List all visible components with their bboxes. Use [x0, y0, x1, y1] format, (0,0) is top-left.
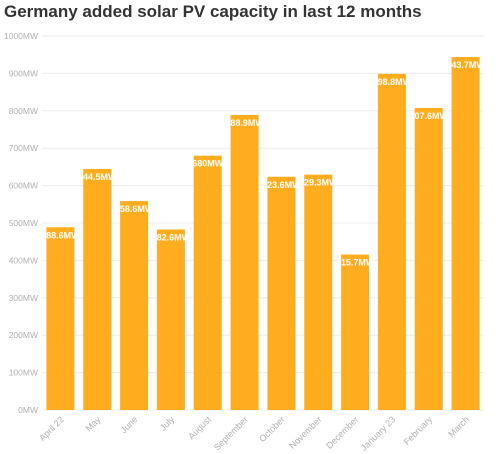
y-axis-ticks: 0MW 100MW 200MW 300MW 400MW 500MW 600MW 700MW 80…	[4, 31, 38, 415]
x-tick-label: May	[84, 414, 103, 433]
bar-value-label: 943.7MW	[446, 60, 485, 70]
bar-value-label: 629.3MW	[299, 178, 338, 188]
x-tick-label: September	[212, 414, 250, 452]
bar	[341, 254, 370, 410]
y-tick-label: 400MW	[9, 255, 38, 265]
bar-value-label: 807.6MW	[409, 111, 448, 121]
bar	[304, 174, 333, 410]
y-tick-label: 500MW	[9, 218, 38, 228]
y-tick-label: 800MW	[9, 106, 38, 116]
x-tick-label: February	[402, 414, 435, 447]
y-tick-label: 100MW	[9, 368, 38, 378]
y-tick-label: 700MW	[9, 143, 38, 153]
bar-value-label: 415.7MW	[336, 258, 375, 268]
bar-value-label: 488.6MW	[41, 230, 80, 240]
bar	[193, 155, 222, 410]
bar-value-label: 898.8MW	[373, 77, 412, 87]
bars	[46, 57, 480, 410]
bar	[230, 114, 259, 410]
bar	[83, 168, 112, 410]
bar	[451, 57, 480, 410]
x-tick-label: January 23	[359, 414, 398, 453]
bar	[267, 176, 296, 410]
bar	[46, 227, 75, 410]
y-tick-label: 600MW	[9, 181, 38, 191]
y-tick-label: 300MW	[9, 293, 38, 303]
x-tick-label: July	[158, 414, 177, 433]
data-labels: 488.6MW 644.5MW 558.6MW 482.6MW 680MW 788.9MW…	[41, 60, 485, 267]
bar	[120, 201, 149, 410]
bar-value-label: 558.6MW	[115, 204, 154, 214]
bar	[156, 229, 185, 410]
bar-value-label: 644.5MW	[78, 172, 117, 182]
x-tick-label: August	[186, 414, 213, 441]
x-tick-label: October	[257, 414, 287, 444]
y-tick-label: 0MW	[18, 405, 38, 415]
x-tick-label: June	[119, 414, 140, 435]
x-tick-label: March	[446, 414, 471, 439]
x-tick-label: April 22	[37, 414, 66, 443]
grid-lines	[42, 35, 484, 411]
bar	[414, 107, 443, 410]
chart-title: Germany added solar PV capacity in last …	[4, 2, 422, 21]
y-tick-label: 200MW	[9, 330, 38, 340]
bar-value-label: 680MW	[192, 159, 224, 169]
bar-value-label: 788.9MW	[225, 118, 264, 128]
bar	[377, 73, 406, 410]
x-tick-label: December	[324, 414, 360, 450]
x-tick-label: November	[287, 414, 323, 450]
y-tick-label: 1000MW	[4, 31, 38, 41]
bar-value-label: 482.6MW	[152, 233, 191, 243]
y-tick-label: 900MW	[9, 68, 38, 78]
bar-value-label: 623.6MW	[262, 180, 301, 190]
